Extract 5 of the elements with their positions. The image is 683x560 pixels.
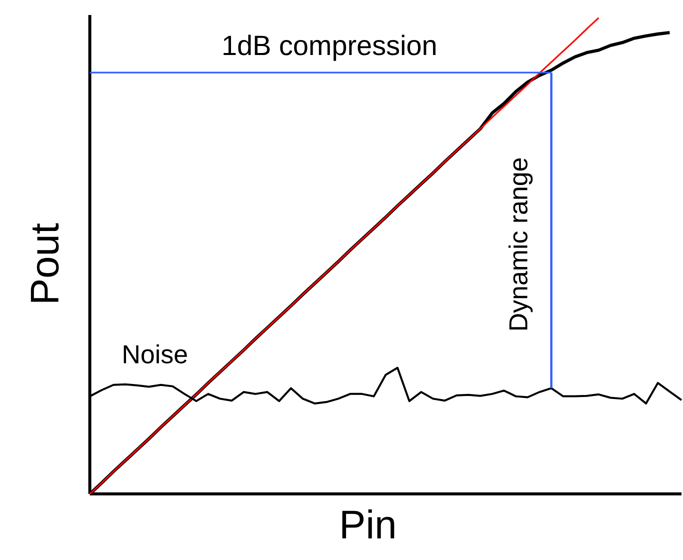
annotation: Noise [124, 344, 187, 364]
x-axis-title: Pin [342, 510, 394, 538]
annotation: Dynamic range [508, 158, 533, 330]
annotation: 1dB compression [224, 34, 436, 61]
y-axis-title: Pout [30, 223, 59, 302]
